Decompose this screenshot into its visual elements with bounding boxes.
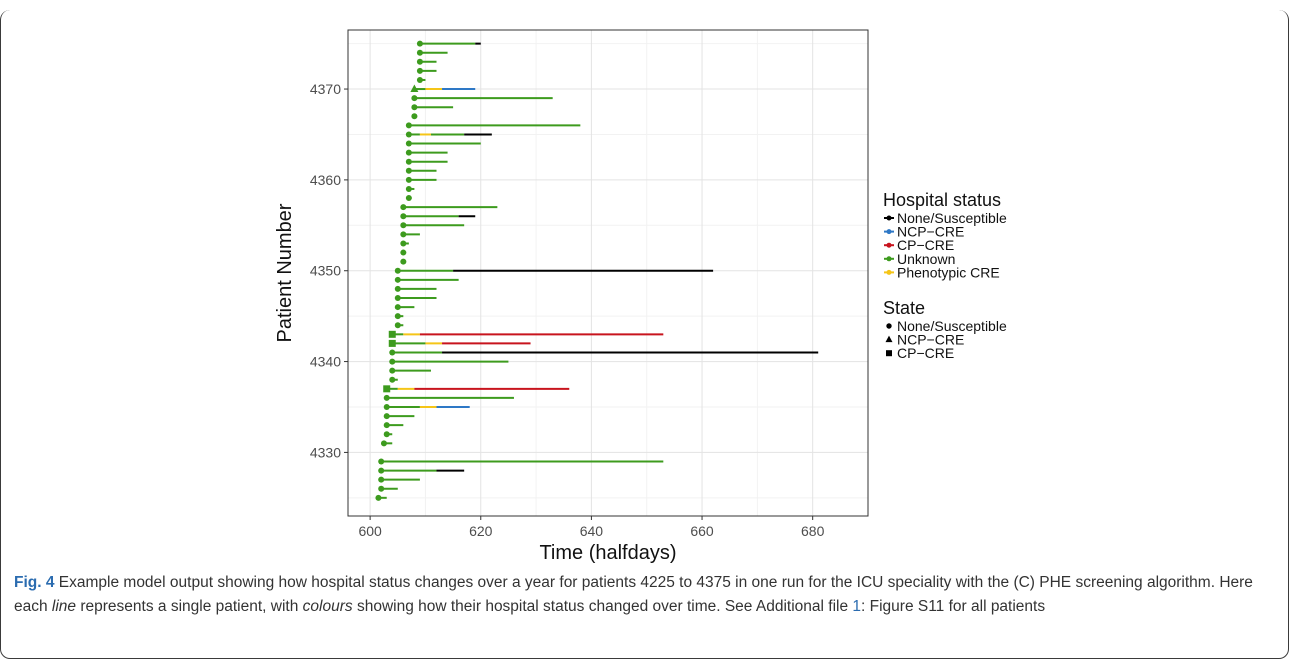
patient-lines bbox=[375, 40, 819, 501]
state-marker-susceptible bbox=[405, 122, 412, 129]
state-marker-susceptible bbox=[389, 367, 396, 374]
state-marker-susceptible bbox=[416, 40, 423, 47]
caption-emph-line: line bbox=[51, 598, 77, 615]
legend-key-dot bbox=[886, 242, 892, 248]
y-axis-title: Patient Number bbox=[274, 203, 296, 342]
legend-key-circle bbox=[886, 323, 892, 329]
x-tick-label: 640 bbox=[580, 523, 604, 539]
x-tick-label: 680 bbox=[801, 523, 825, 539]
state-marker-susceptible bbox=[416, 58, 423, 65]
caption-text: showing how their hospital status change… bbox=[352, 598, 853, 615]
legend-key-square bbox=[886, 350, 892, 357]
state-marker-susceptible bbox=[416, 67, 423, 74]
y-tick-label: 4360 bbox=[310, 172, 341, 188]
state-marker-susceptible bbox=[394, 276, 401, 283]
legend-label: NCP−CRE bbox=[897, 332, 964, 348]
state-marker-susceptible bbox=[378, 476, 385, 483]
x-axis: 600 620 640 660 680 bbox=[358, 516, 825, 539]
y-axis: 4330 4340 4350 4360 4370 bbox=[310, 81, 348, 460]
state-marker-susceptible bbox=[380, 440, 387, 447]
state-marker-susceptible bbox=[394, 313, 401, 320]
state-marker-susceptible bbox=[400, 213, 407, 220]
state-marker-cp-cre bbox=[388, 339, 396, 347]
x-tick-label: 620 bbox=[469, 523, 493, 539]
y-tick-label: 4330 bbox=[310, 444, 341, 460]
legend-label: CP−CRE bbox=[897, 237, 954, 253]
state-marker-susceptible bbox=[400, 231, 407, 238]
legend-key-dot bbox=[886, 269, 892, 275]
legend-title: Hospital status bbox=[883, 190, 1001, 210]
state-marker-susceptible bbox=[411, 113, 418, 120]
legend-label: Unknown bbox=[897, 251, 955, 267]
state-marker-susceptible bbox=[389, 376, 396, 383]
state-marker-susceptible bbox=[405, 185, 412, 192]
plot-panel bbox=[347, 29, 869, 517]
state-marker-susceptible bbox=[405, 131, 412, 138]
figure-label: Fig. 4 bbox=[14, 574, 55, 591]
y-tick-label: 4350 bbox=[310, 263, 341, 279]
state-marker-susceptible bbox=[383, 431, 390, 438]
legend-key-triangle bbox=[885, 335, 893, 343]
state-marker-susceptible bbox=[375, 494, 382, 501]
legend-title: State bbox=[883, 298, 925, 318]
figure-frame bbox=[0, 10, 1289, 659]
state-marker-susceptible bbox=[378, 485, 385, 492]
x-tick-label: 660 bbox=[690, 523, 714, 539]
state-marker-susceptible bbox=[383, 413, 390, 420]
legend-label: None/Susceptible bbox=[897, 210, 1007, 226]
state-marker-susceptible bbox=[389, 349, 396, 356]
state-marker-susceptible bbox=[400, 204, 407, 211]
caption-emph-colours: colours bbox=[302, 598, 353, 615]
state-marker-susceptible bbox=[383, 422, 390, 429]
legend-label: CP−CRE bbox=[897, 345, 954, 361]
state-marker-ncp-cre bbox=[410, 84, 419, 93]
caption-text: Example model output showing how hospita… bbox=[14, 574, 1253, 615]
x-tick-label: 600 bbox=[358, 523, 382, 539]
state-marker-susceptible bbox=[411, 95, 418, 102]
state-marker-susceptible bbox=[416, 49, 423, 56]
state-marker-susceptible bbox=[400, 240, 407, 247]
state-marker-susceptible bbox=[400, 222, 407, 229]
legend-key-dot bbox=[886, 215, 892, 221]
state-marker-susceptible bbox=[394, 267, 401, 274]
state-marker-susceptible bbox=[389, 358, 396, 365]
state-marker-susceptible bbox=[394, 285, 401, 292]
state-marker-susceptible bbox=[405, 167, 412, 174]
legend-label: None/Susceptible bbox=[897, 318, 1007, 334]
state-marker-susceptible bbox=[405, 176, 412, 183]
y-tick-label: 4370 bbox=[310, 81, 341, 97]
state-marker-susceptible bbox=[400, 258, 407, 265]
state-marker-susceptible bbox=[378, 467, 385, 474]
plot-border bbox=[347, 29, 869, 517]
legend-label: NCP−CRE bbox=[897, 224, 964, 240]
state-marker-susceptible bbox=[394, 304, 401, 311]
state-marker-cp-cre bbox=[388, 330, 396, 338]
state-marker-susceptible bbox=[383, 403, 390, 410]
state-marker-susceptible bbox=[394, 294, 401, 301]
state-marker-susceptible bbox=[405, 149, 412, 156]
caption-text: represents a single patient, with bbox=[76, 598, 303, 615]
chart: 600 620 640 660 680 4330 4340 4350 4360 4370 Tim… bbox=[274, 29, 1007, 564]
state-marker-susceptible bbox=[394, 322, 401, 329]
state-marker-susceptible bbox=[411, 104, 418, 111]
figure-caption: Fig. 4 Example model output showing how … bbox=[14, 571, 1264, 619]
legend: Hospital statusNone/SusceptibleNCP−CRECP… bbox=[883, 190, 1007, 361]
state-marker-susceptible bbox=[383, 394, 390, 401]
caption-text: : Figure S11 for all patients bbox=[861, 598, 1046, 615]
additional-file-link[interactable]: 1 bbox=[852, 598, 862, 615]
state-marker-cp-cre bbox=[383, 385, 391, 393]
state-marker-susceptible bbox=[405, 140, 412, 147]
legend-label: Phenotypic CRE bbox=[897, 264, 1000, 280]
state-marker-susceptible bbox=[405, 158, 412, 165]
state-marker-susceptible bbox=[405, 195, 412, 202]
legend-key-dot bbox=[886, 229, 892, 235]
state-marker-susceptible bbox=[400, 249, 407, 256]
x-axis-title: Time (halfdays) bbox=[539, 542, 676, 564]
state-marker-susceptible bbox=[378, 458, 385, 465]
legend-key-dot bbox=[886, 256, 892, 262]
y-tick-label: 4340 bbox=[310, 354, 341, 370]
state-marker-susceptible bbox=[416, 76, 423, 83]
